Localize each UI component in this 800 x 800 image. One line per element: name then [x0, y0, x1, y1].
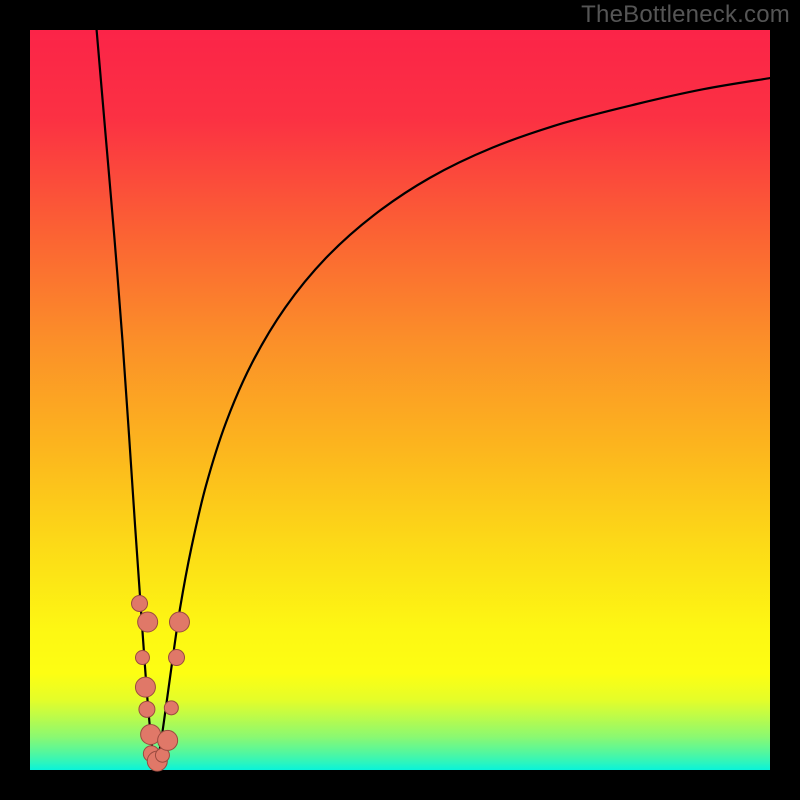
- watermark-text: TheBottleneck.com: [581, 1, 790, 29]
- chart-container: { "watermark": { "text": "TheBottleneck.…: [0, 0, 800, 800]
- bottleneck-chart: [0, 0, 800, 800]
